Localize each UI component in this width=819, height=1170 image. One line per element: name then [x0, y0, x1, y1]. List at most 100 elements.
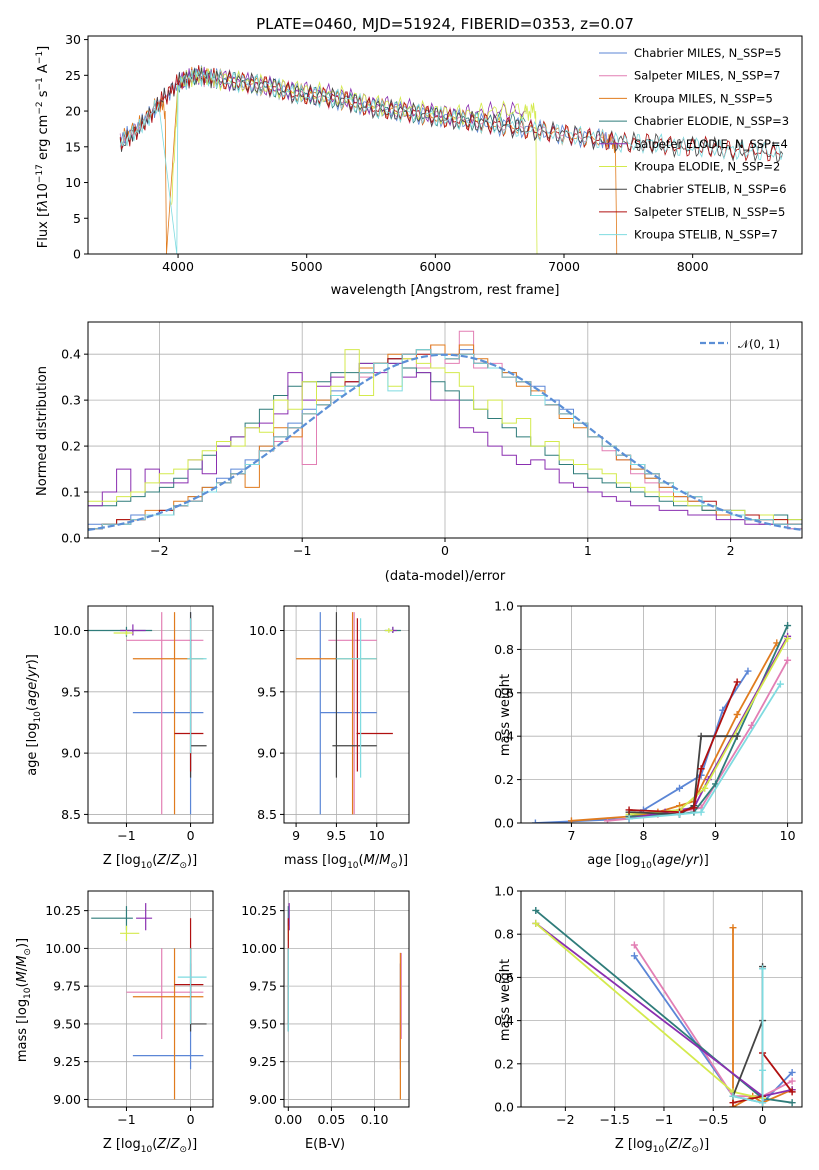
y-tick-label: 10 [65, 175, 81, 190]
y-tick-label: 0.2 [494, 1056, 514, 1071]
mass-z-xlabel: Z [log10(Z/Z⊙)] [103, 1137, 197, 1155]
weight-series-line [732, 968, 764, 1104]
x-tick-label: 5000 [291, 259, 323, 274]
weight-point-marker [630, 952, 638, 960]
age-z-xlabel: Z [log10(Z/Z⊙)] [103, 853, 197, 871]
plot-area [531, 622, 792, 823]
errorbar [113, 630, 133, 636]
residual-histogram-panel: −2 −1 0 1 2 0.0 0.1 0.2 0.3 0.4 [61, 321, 803, 558]
plot-area [532, 906, 796, 1107]
axes: −2 −1.5 −1 −0.5 0 0.0 0.2 0.4 0.6 0.8 1.0 [494, 884, 803, 1127]
weight-point-marker [733, 732, 741, 740]
y-tick-label: 9.50 [249, 1016, 277, 1031]
x-tick-label: 0 [759, 1112, 767, 1127]
y-tick-label: 9.00 [249, 1092, 277, 1107]
legend-label: Salpeter MILES, N_SSP=7 [634, 69, 780, 83]
axes-frame [87, 605, 214, 824]
errorbar [120, 624, 146, 636]
spectrum-panel: 4000 5000 6000 7000 8000 0 5 10 15 20 25 30 [65, 32, 803, 274]
age-mass-xlabel: mass [log10(M/M⊙)] [284, 853, 408, 871]
weight-point-marker [531, 819, 539, 823]
weight-point-marker [784, 622, 792, 630]
errorbar [120, 925, 140, 941]
y-tick-label: 0.0 [61, 531, 81, 546]
plot-area [119, 65, 784, 254]
legend-label: Kroupa ELODIE, N_SSP=2 [634, 160, 780, 174]
y-tick-label: 9.75 [249, 979, 277, 994]
gaussian-legend: 𝒩(0, 1) [700, 337, 780, 351]
y-tick-label: 0.8 [494, 927, 514, 942]
weight-point-marker [625, 815, 633, 823]
mass-ebv-xlabel: E(B-V) [305, 1137, 345, 1152]
weight-point-marker [676, 810, 684, 818]
y-tick-label: 1.0 [494, 884, 514, 899]
weight-point-marker [776, 680, 784, 688]
age-vs-mass-panel: 9 9.5 10 8.5 9.0 9.5 10.0 [249, 605, 410, 843]
errorbar [332, 612, 377, 778]
y-tick-label: 0.0 [494, 816, 514, 831]
weight-point-marker [532, 906, 540, 914]
y-tick-label: 9.0 [61, 746, 81, 761]
y-tick-label: 9.5 [257, 684, 277, 699]
axes: −1 0 8.5 9.0 9.5 10.0 [53, 605, 214, 843]
axes-frame [87, 321, 803, 539]
y-tick-label: 9.00 [53, 1092, 81, 1107]
residual-xlabel: (data-model)/error [385, 569, 506, 584]
spectrum-series-line [119, 68, 784, 254]
x-tick-label: 10 [780, 828, 796, 843]
axes: −2 −1 0 1 2 0.0 0.1 0.2 0.3 0.4 [61, 321, 803, 558]
plot-area [296, 612, 401, 815]
weight-point-marker [759, 1099, 767, 1107]
plot-area [91, 903, 207, 1100]
y-tick-label: 0.4 [494, 729, 514, 744]
y-tick-label: 0.8 [494, 642, 514, 657]
gaussian-legend-label: 𝒩(0, 1) [738, 337, 780, 351]
weight-point-marker [733, 711, 741, 718]
y-tick-label: 20 [65, 104, 81, 119]
errorbar [336, 618, 377, 778]
x-tick-label: −2 [150, 543, 168, 558]
legend-label: Salpeter STELIB, N_SSP=5 [634, 205, 785, 219]
axes: 7 8 9 10 0.0 0.2 0.4 0.6 0.8 1.0 [494, 599, 803, 843]
weight-point-marker [788, 1088, 796, 1096]
weight-point-marker [784, 635, 792, 643]
y-tick-label: 0.6 [494, 970, 514, 985]
y-tick-label: 10.00 [45, 941, 81, 956]
legend-label: Chabrier MILES, N_SSP=5 [634, 46, 781, 60]
x-tick-label: 7000 [548, 259, 580, 274]
y-tick-label: 10.00 [241, 941, 277, 956]
x-tick-label: −1 [293, 543, 311, 558]
errorbar [177, 948, 207, 1024]
errorbar [319, 612, 377, 815]
y-tick-label: 0.4 [494, 1013, 514, 1028]
axes: −1 0 9.00 9.25 9.50 9.75 10.00 10.25 [45, 890, 214, 1127]
y-tick-label: 0.2 [61, 439, 81, 454]
x-tick-label: −1 [117, 828, 135, 843]
spectrum-series-line [119, 66, 618, 254]
x-tick-label: 9 [292, 828, 300, 843]
axes-frame [520, 890, 803, 1108]
spectrum-ylabel: Flux [fλ10−17 erg cm−2 s−1 A−1] [35, 46, 51, 248]
weight-point-marker [744, 667, 752, 675]
weight-point-marker [784, 656, 792, 664]
errorbar [187, 618, 207, 754]
legend-label: Chabrier ELODIE, N_SSP=3 [634, 114, 789, 128]
y-tick-label: 0.6 [494, 685, 514, 700]
x-tick-label: 0.05 [317, 1112, 345, 1127]
errorbar [356, 618, 393, 772]
x-tick-label: 0 [187, 828, 195, 843]
x-tick-label: 4000 [162, 259, 194, 274]
weight-point-marker [729, 1099, 737, 1107]
y-tick-label: 1.0 [494, 599, 514, 614]
y-tick-label: 0 [73, 247, 81, 262]
y-tick-label: 10.25 [45, 903, 81, 918]
x-tick-label: −1 [117, 1112, 135, 1127]
axes-frame [283, 605, 410, 824]
y-tick-label: 9.25 [249, 1054, 277, 1069]
plot-area [88, 612, 207, 815]
mw-age-xlabel: age [log10(age/yr)] [587, 853, 709, 871]
weight-point-marker [729, 1092, 737, 1100]
weight-point-marker [567, 817, 575, 823]
legend-label: Chabrier STELIB, N_SSP=6 [634, 182, 786, 196]
